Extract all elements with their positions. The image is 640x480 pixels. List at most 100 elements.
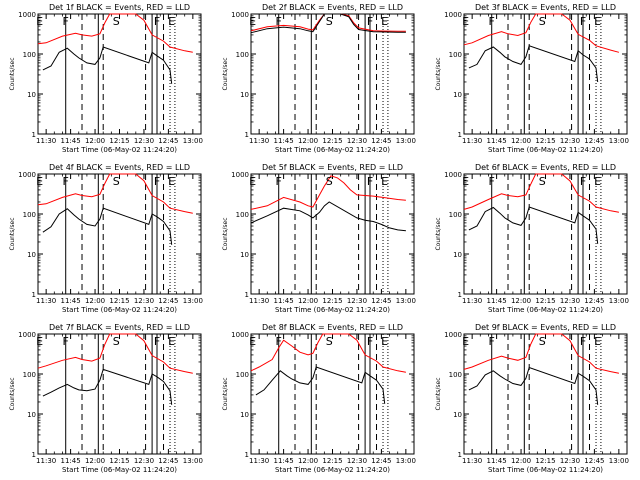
y-axis-label: Counts/sec <box>222 377 229 410</box>
segment-marker-label: S <box>113 335 120 348</box>
y-tick-label: 10 <box>27 251 36 259</box>
segment-marker-label: S <box>539 15 546 28</box>
x-tick-label: 12:00 <box>298 457 318 465</box>
series-line-lld <box>37 333 193 374</box>
y-tick-label: 1 <box>32 291 36 299</box>
x-tick-label: 12:15 <box>535 137 555 145</box>
y-axis-label: Counts/sec <box>222 57 229 90</box>
x-tick-label: 12:30 <box>134 137 154 145</box>
segment-marker-label: F <box>154 15 160 28</box>
y-tick-label: 1 <box>245 291 249 299</box>
segment-marker-label: E <box>462 335 469 348</box>
y-tick-label: 1000 <box>231 331 249 339</box>
x-axis-label: Start Time (06-May-02 11:24:20) <box>62 466 177 474</box>
y-tick-label: 1 <box>458 131 462 139</box>
y-tick-label: 10 <box>27 91 36 99</box>
segment-marker-label: F <box>276 335 282 348</box>
plot-frame <box>463 13 628 135</box>
segment-marker-label: S <box>326 175 333 188</box>
segment-marker-label: E <box>168 15 175 28</box>
x-tick-label: 12:45 <box>584 297 604 305</box>
y-tick-label: 100 <box>23 51 36 59</box>
segment-marker-label: S <box>539 175 546 188</box>
x-tick-label: 12:45 <box>158 457 178 465</box>
x-tick-label: 12:45 <box>584 457 604 465</box>
segment-marker-label: F <box>489 15 495 28</box>
x-tick-label: 12:00 <box>298 137 318 145</box>
chart-panel-8: Det 8f BLACK = Events, RED = LLD 1 10 100 10… <box>222 323 416 474</box>
y-axis-label: Counts/sec <box>222 217 229 250</box>
y-tick-label: 1 <box>458 451 462 459</box>
y-tick-label: 100 <box>449 371 462 379</box>
x-tick-label: 12:00 <box>85 137 105 145</box>
x-tick-label: 12:00 <box>298 297 318 305</box>
segment-marker-label: F <box>367 15 373 28</box>
series-line-events <box>42 368 173 405</box>
chart-panel-3: Det 3f BLACK = Events, RED = LLD 1 10 100 10… <box>435 3 629 154</box>
x-tick-label: 12:00 <box>511 297 531 305</box>
segment-marker-label: S <box>326 15 333 28</box>
x-tick-label: 12:30 <box>560 457 580 465</box>
x-axis-label: Start Time (06-May-02 11:24:20) <box>275 306 390 314</box>
segment-marker-label: F <box>489 335 495 348</box>
x-tick-label: 12:45 <box>584 137 604 145</box>
x-tick-label: 12:45 <box>158 297 178 305</box>
y-tick-label: 1 <box>458 291 462 299</box>
x-tick-label: 11:30 <box>249 297 269 305</box>
segment-marker-label: E <box>594 15 601 28</box>
plot-frame <box>463 173 628 295</box>
chart-title: Det 7f BLACK = Events, RED = LLD <box>49 323 190 332</box>
y-tick-label: 1000 <box>18 331 36 339</box>
y-tick-label: 10 <box>453 411 462 419</box>
series-line-events <box>42 46 173 84</box>
chart-panel-9: Det 9f BLACK = Events, RED = LLD 1 10 100 10… <box>435 323 629 474</box>
segment-marker-label: F <box>63 335 69 348</box>
x-tick-label: 13:00 <box>609 297 629 305</box>
x-tick-label: 11:45 <box>487 457 507 465</box>
segment-marker-label: F <box>367 175 373 188</box>
x-tick-label: 12:45 <box>371 137 391 145</box>
y-tick-label: 10 <box>240 91 249 99</box>
series-line-events <box>42 207 173 245</box>
chart-panel-5: Det 5f BLACK = Events, RED = LLD 1 10 100 10… <box>222 163 416 314</box>
x-tick-label: 12:00 <box>85 297 105 305</box>
x-tick-label: 13:00 <box>183 297 203 305</box>
segment-marker-label: F <box>580 15 586 28</box>
plot-frame <box>37 13 202 135</box>
chart-title: Det 8f BLACK = Events, RED = LLD <box>262 323 403 332</box>
x-tick-label: 12:30 <box>347 457 367 465</box>
y-tick-label: 100 <box>236 211 249 219</box>
segment-marker-label: E <box>168 175 175 188</box>
x-tick-label: 12:15 <box>535 457 555 465</box>
y-tick-label: 100 <box>449 211 462 219</box>
x-axis-label: Start Time (06-May-02 11:24:20) <box>275 146 390 154</box>
plot-frame <box>250 173 415 295</box>
series-line-lld <box>463 13 620 53</box>
series-line-events <box>255 366 386 404</box>
x-tick-label: 12:00 <box>511 137 531 145</box>
x-tick-label: 12:45 <box>371 457 391 465</box>
chart-panel-7: Det 7f BLACK = Events, RED = LLD 1 10 100 10… <box>9 323 203 474</box>
segment-marker-label: S <box>539 335 546 348</box>
segment-marker-label: E <box>36 335 43 348</box>
chart-panel-2: Det 2f BLACK = Events, RED = LLD 1 10 100 10… <box>222 3 416 154</box>
segment-marker-label: E <box>462 15 469 28</box>
x-tick-label: 12:15 <box>322 137 342 145</box>
plot-frame <box>37 173 202 295</box>
y-axis-label: Counts/sec <box>435 217 442 250</box>
segment-marker-label: F <box>63 15 69 28</box>
x-tick-label: 13:00 <box>396 297 416 305</box>
y-tick-label: 10 <box>240 411 249 419</box>
x-tick-label: 12:15 <box>535 297 555 305</box>
x-tick-label: 11:45 <box>274 297 294 305</box>
y-tick-label: 1000 <box>231 171 249 179</box>
x-tick-label: 11:30 <box>462 297 482 305</box>
x-tick-label: 12:30 <box>347 297 367 305</box>
y-tick-label: 100 <box>23 371 36 379</box>
chart-title: Det 1f BLACK = Events, RED = LLD <box>49 3 190 12</box>
x-tick-label: 13:00 <box>396 457 416 465</box>
chart-panel-6: Det 6f BLACK = Events, RED = LLD 1 10 100 10… <box>435 163 629 314</box>
segment-marker-label: F <box>63 175 69 188</box>
x-tick-label: 12:15 <box>109 457 129 465</box>
segment-marker-label: S <box>113 15 120 28</box>
